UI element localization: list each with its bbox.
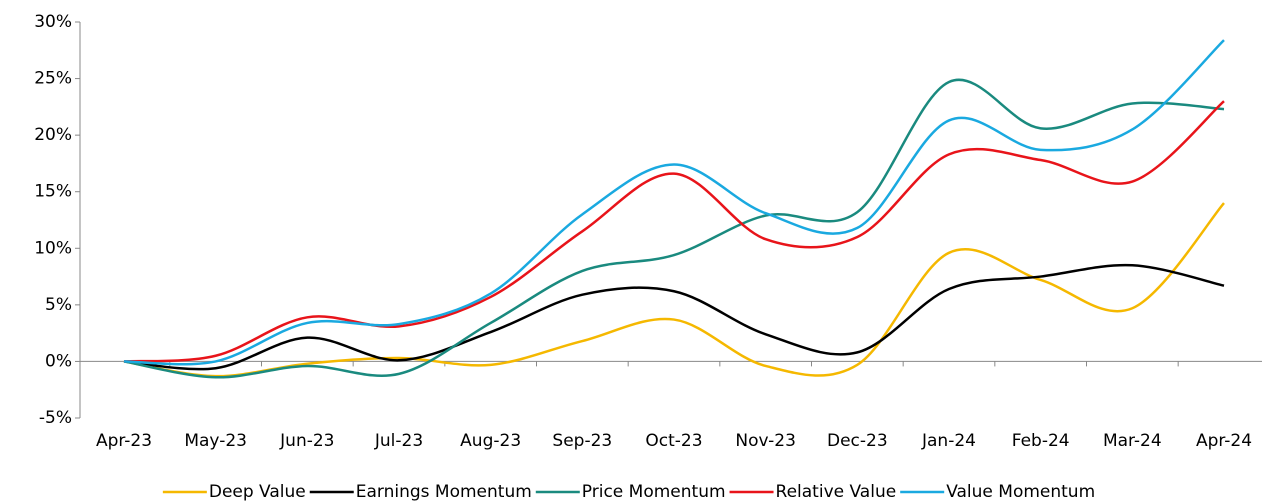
x-tick-label: Feb-24 bbox=[1012, 431, 1070, 451]
x-tick-label: Nov-23 bbox=[735, 431, 796, 451]
y-tick-label: 20% bbox=[34, 125, 72, 145]
x-tick-label: Sep-23 bbox=[552, 431, 612, 451]
y-tick-label: 10% bbox=[34, 238, 72, 258]
x-tick-label: Jan-24 bbox=[921, 431, 976, 451]
legend-label: Price Momentum bbox=[582, 482, 726, 502]
y-tick-label: 30% bbox=[34, 12, 72, 32]
y-tick-label: 15% bbox=[34, 182, 72, 202]
legend-label: Value Momentum bbox=[946, 482, 1095, 502]
series-line bbox=[123, 202, 1225, 378]
x-tick-label: Jun-23 bbox=[279, 431, 334, 451]
x-tick-label: Mar-24 bbox=[1103, 431, 1162, 451]
y-tick-label: 0% bbox=[45, 351, 72, 371]
legend-label: Relative Value bbox=[776, 482, 897, 502]
x-tick-label: Jul-23 bbox=[374, 431, 423, 451]
x-tick-label: Apr-24 bbox=[1196, 431, 1252, 451]
y-tick-label: 25% bbox=[34, 69, 72, 89]
series-line bbox=[123, 78, 1225, 379]
x-tick-label: May-23 bbox=[184, 431, 247, 451]
x-tick-label: Dec-23 bbox=[827, 431, 888, 451]
x-tick-label: Oct-23 bbox=[645, 431, 702, 451]
x-tick-label: Aug-23 bbox=[460, 431, 521, 451]
legend-label: Deep Value bbox=[209, 482, 306, 502]
legend-label: Earnings Momentum bbox=[356, 482, 532, 502]
series-line bbox=[123, 100, 1225, 363]
y-tick-label: -5% bbox=[39, 408, 72, 428]
series-line bbox=[123, 39, 1225, 366]
x-tick-label: Apr-23 bbox=[96, 431, 152, 451]
y-tick-label: 5% bbox=[45, 295, 72, 315]
series-line bbox=[123, 263, 1225, 371]
legend: Deep Value Earnings Momentum Price Momentu… bbox=[162, 482, 1095, 502]
